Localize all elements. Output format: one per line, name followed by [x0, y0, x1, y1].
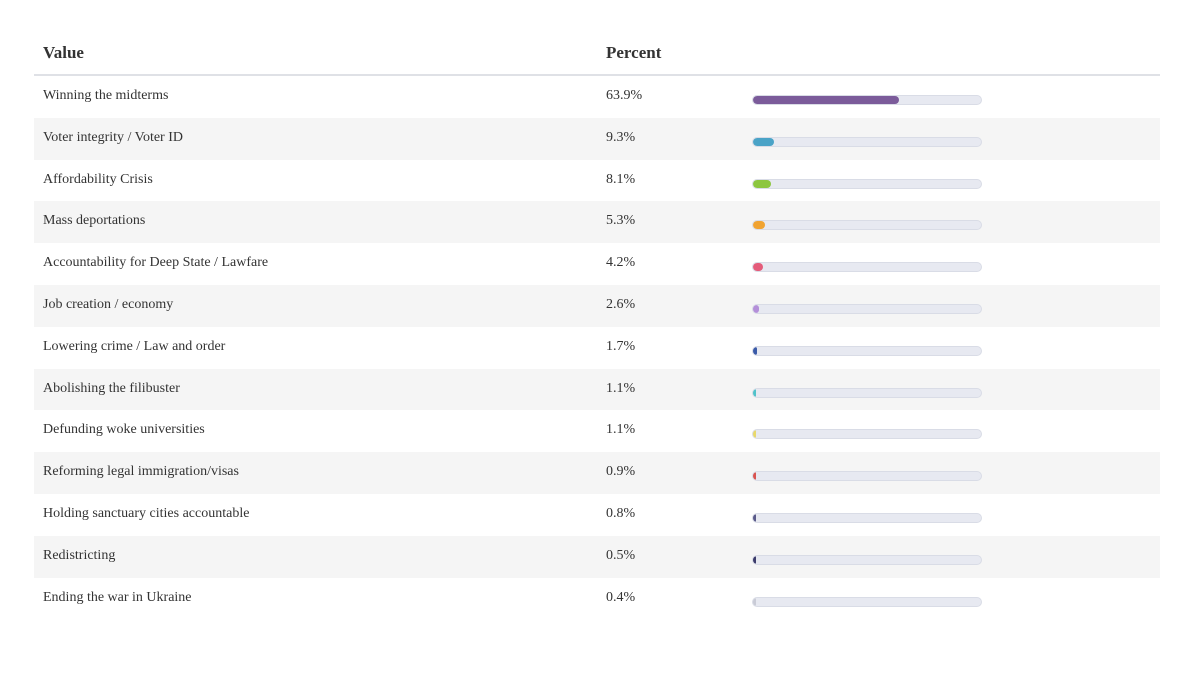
- row-percent: 0.8%: [606, 505, 636, 521]
- row-label: Defunding woke universities: [43, 422, 205, 438]
- progress-bar-fill: [753, 472, 756, 481]
- percent-column-header: Percent: [606, 43, 662, 62]
- progress-bar-track: [752, 95, 982, 105]
- row-percent: 1.7%: [606, 338, 636, 354]
- table-row: Redistricting 0.5%: [34, 535, 1160, 578]
- row-percent: 8.1%: [606, 171, 636, 187]
- progress-bar-track: [752, 471, 982, 482]
- row-label: Lowering crime / Law and order: [43, 338, 226, 354]
- row-label: Voter integrity / Voter ID: [43, 129, 183, 145]
- row-label: Redistricting: [43, 547, 116, 563]
- table-row: Mass deportations 5.3%: [34, 201, 1160, 244]
- progress-bar-track: [752, 345, 982, 356]
- table-row: Voter integrity / Voter ID 9.3%: [34, 117, 1160, 160]
- table-row: Winning the midterms 63.9%: [34, 76, 1160, 118]
- row-percent: 63.9%: [606, 88, 643, 103]
- progress-bar-fill: [753, 513, 756, 522]
- row-percent: 5.3%: [606, 213, 636, 229]
- table-row: Ending the war in Ukraine 0.4%: [34, 578, 1160, 620]
- progress-bar-fill: [753, 263, 763, 272]
- row-label: Accountability for Deep State / Lawfare: [43, 255, 269, 271]
- row-percent: 0.5%: [606, 547, 636, 563]
- row-label: Affordability Crisis: [43, 171, 153, 187]
- progress-bar-fill: [753, 304, 759, 313]
- table-row: Defunding woke universities 1.1%: [34, 410, 1160, 452]
- progress-bar-track: [752, 387, 982, 398]
- progress-bar-track: [752, 178, 982, 189]
- row-label: Abolishing the filibuster: [43, 380, 180, 396]
- row-label: Ending the war in Ukraine: [43, 589, 192, 605]
- progress-bar-fill: [753, 555, 756, 564]
- table-header: Value Percent: [34, 32, 1160, 76]
- row-percent: 0.9%: [606, 464, 636, 480]
- row-label: Reforming legal immigration/visas: [43, 464, 239, 480]
- row-percent: 4.2%: [606, 255, 636, 271]
- row-label: Mass deportations: [43, 213, 146, 229]
- progress-bar-track: [752, 512, 982, 523]
- row-label: Winning the midterms: [43, 88, 169, 103]
- progress-bar-track: [752, 303, 982, 314]
- value-column-header: Value: [43, 43, 84, 62]
- progress-bar-fill: [753, 430, 756, 439]
- progress-bar-fill: [753, 179, 772, 188]
- progress-bar-track: [752, 429, 982, 440]
- table-row: Lowering crime / Law and order 1.7%: [34, 327, 1160, 369]
- progress-bar-fill: [753, 346, 757, 355]
- row-percent: 2.6%: [606, 296, 636, 312]
- table-row: Job creation / economy 2.6%: [34, 284, 1160, 327]
- results-table: Value Percent Winning the midterms 63.9% V…: [34, 32, 1160, 619]
- table-row: Abolishing the filibuster 1.1%: [34, 368, 1160, 411]
- progress-bar-fill: [753, 96, 899, 104]
- progress-bar-fill: [753, 597, 756, 606]
- table-row: Affordability Crisis 8.1%: [34, 160, 1160, 202]
- row-label: Job creation / economy: [43, 296, 174, 312]
- progress-bar-fill: [753, 221, 766, 230]
- row-percent: 1.1%: [606, 422, 636, 438]
- progress-bar-track: [752, 220, 982, 231]
- row-label: Holding sanctuary cities accountable: [43, 505, 250, 521]
- row-percent: 0.4%: [606, 589, 636, 605]
- progress-bar-track: [752, 136, 982, 147]
- row-percent: 1.1%: [606, 380, 636, 396]
- row-percent: 9.3%: [606, 129, 636, 145]
- progress-bar-fill: [753, 388, 756, 397]
- table-body: Winning the midterms 63.9% Voter integrity…: [34, 76, 1160, 619]
- progress-bar-fill: [753, 137, 775, 146]
- table-row: Accountability for Deep State / Lawfare 4…: [34, 243, 1160, 285]
- table-row: Holding sanctuary cities accountable 0.8%: [34, 494, 1160, 536]
- progress-bar-track: [752, 554, 982, 565]
- progress-bar-track: [752, 596, 982, 607]
- progress-bar-track: [752, 262, 982, 273]
- table-row: Reforming legal immigration/visas 0.9%: [34, 452, 1160, 494]
